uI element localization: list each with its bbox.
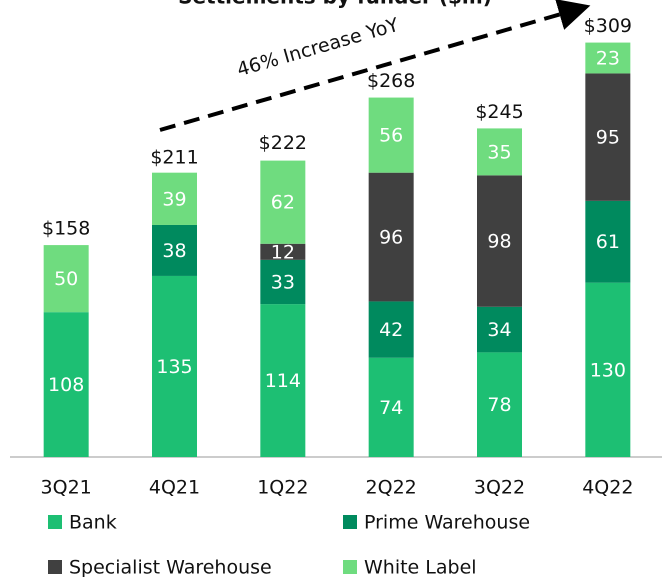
segment-label: 56 — [379, 125, 403, 147]
bar-segment — [43, 312, 89, 457]
bar-segment — [368, 97, 414, 173]
bar-segment — [585, 73, 631, 201]
segment-label: 12 — [271, 241, 295, 263]
bar-segment — [260, 243, 306, 260]
bar-segment — [260, 259, 306, 305]
bar-segment — [260, 304, 306, 457]
x-tick-label: 4Q22 — [582, 477, 633, 499]
segment-label: 39 — [162, 188, 186, 210]
bar-segment — [477, 128, 522, 176]
bar-segment — [477, 175, 522, 307]
legend-swatch — [48, 515, 62, 529]
total-label: $309 — [584, 15, 632, 37]
bar-segment — [152, 275, 197, 457]
legend-swatch — [343, 515, 357, 529]
x-tick-label: 4Q21 — [149, 477, 200, 499]
segment-label: 33 — [271, 271, 295, 293]
chart-title: Settlements by funder ($m) — [178, 0, 492, 9]
bar-segment — [368, 172, 414, 302]
legend-swatch — [343, 560, 357, 574]
x-tick-label: 3Q21 — [41, 477, 92, 499]
segment-label: 38 — [162, 240, 186, 262]
legend-swatch — [48, 560, 62, 574]
trend-arrow — [159, 0, 591, 132]
bar-segment — [368, 301, 414, 358]
total-label: $211 — [150, 147, 198, 169]
segment-label: 98 — [487, 231, 511, 253]
segment-label: 96 — [379, 227, 403, 249]
total-label: $268 — [367, 70, 415, 92]
segment-label: 34 — [487, 319, 511, 341]
bar-segment — [585, 42, 631, 74]
x-tick-label: 3Q22 — [474, 477, 525, 499]
legend-label: Bank — [69, 512, 117, 534]
segment-label: 95 — [596, 127, 620, 149]
bar-segment — [477, 306, 522, 353]
segment-label: 108 — [48, 374, 84, 396]
segment-label: 78 — [487, 394, 511, 416]
segment-label: 35 — [487, 141, 511, 163]
segment-label: 62 — [271, 192, 295, 214]
bar-segment — [43, 245, 89, 313]
legend-label: Prime Warehouse — [364, 512, 530, 534]
bar-segment — [368, 357, 414, 457]
segment-label: 61 — [596, 231, 620, 253]
segment-label: 50 — [54, 268, 78, 290]
segment-label: 23 — [596, 48, 620, 70]
bar-segment — [260, 160, 306, 244]
total-label: $222 — [259, 132, 307, 154]
total-label: $158 — [42, 218, 90, 240]
segment-label: 135 — [156, 356, 192, 378]
segment-label: 114 — [265, 370, 301, 392]
x-tick-label: 1Q22 — [257, 477, 308, 499]
segment-label: 74 — [379, 397, 403, 419]
segment-label: 42 — [379, 319, 403, 341]
segment-label: 130 — [590, 359, 626, 381]
legend-label: White Label — [364, 557, 477, 577]
bar-segment — [477, 352, 522, 457]
legend-label: Specialist Warehouse — [69, 557, 272, 577]
bar-segment — [152, 172, 197, 225]
x-tick-label: 2Q22 — [366, 477, 417, 499]
bar-segment — [585, 200, 631, 283]
bar-segment — [585, 282, 631, 457]
bar-segment — [152, 224, 197, 276]
total-label: $245 — [475, 101, 523, 123]
